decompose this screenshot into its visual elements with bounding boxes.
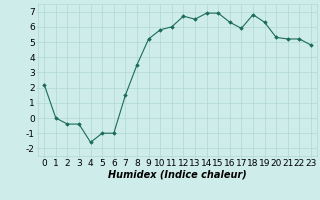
X-axis label: Humidex (Indice chaleur): Humidex (Indice chaleur) [108, 170, 247, 180]
